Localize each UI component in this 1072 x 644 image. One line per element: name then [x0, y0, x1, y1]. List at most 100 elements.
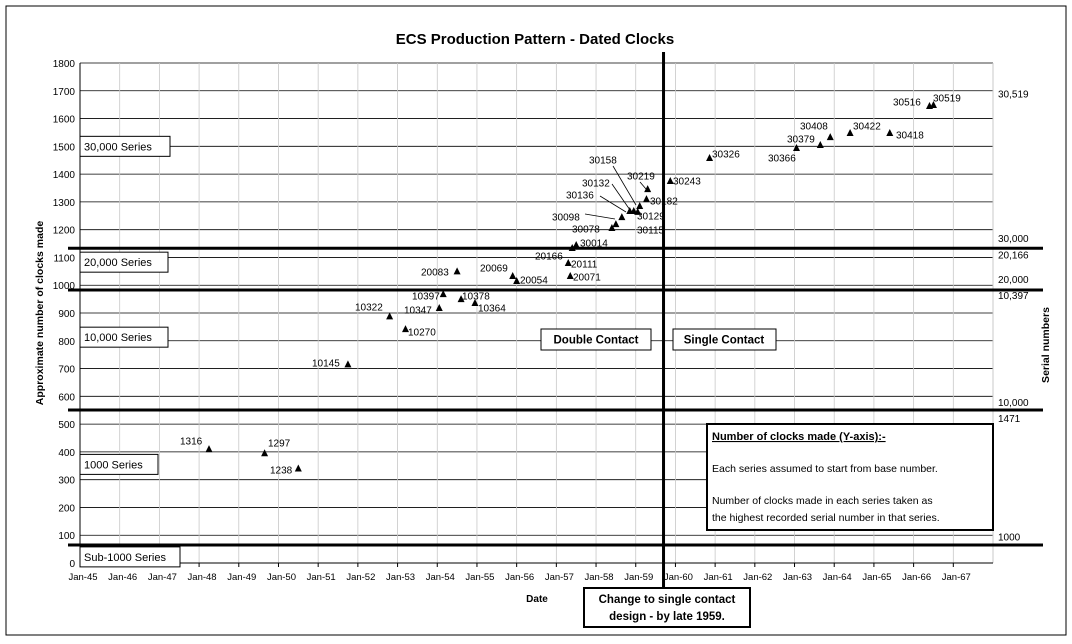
data-point-triangle	[439, 290, 447, 298]
data-point-triangle	[706, 154, 714, 161]
x-tick-label: Jan-53	[386, 572, 415, 583]
series-box	[79, 251, 169, 273]
note-box	[706, 423, 994, 531]
serial-number-label: 20,166	[998, 251, 1029, 262]
data-point-triangle	[453, 267, 461, 275]
data-point-label: 30243	[673, 177, 701, 188]
data-point-triangle	[568, 244, 576, 251]
data-point-triangle	[929, 100, 937, 108]
serial-number-label: 1000	[998, 533, 1021, 544]
serial-number-label: 1471	[998, 414, 1021, 425]
series-box-label: 20,000 Series	[84, 257, 152, 269]
data-point-triangle	[572, 240, 580, 248]
note-text: Each series assumed to start from base n…	[712, 463, 938, 475]
data-point-triangle	[618, 213, 626, 221]
data-point-triangle	[509, 272, 517, 280]
data-point-triangle	[636, 202, 644, 210]
data-point-triangle	[644, 185, 652, 193]
series-box	[79, 453, 159, 475]
x-tick-label: Jan-60	[664, 572, 693, 583]
data-point-label: 30078	[572, 225, 600, 236]
data-point-label: 30158	[589, 156, 617, 167]
x-tick-label: Jan-63	[783, 572, 812, 583]
data-point-triangle	[205, 445, 213, 453]
change-note-box	[583, 587, 751, 628]
leader-line	[612, 165, 637, 206]
x-tick-label: Jan-48	[188, 572, 217, 583]
data-point-label: 30115	[637, 226, 665, 237]
data-point-triangle	[471, 299, 479, 306]
series-box	[79, 135, 171, 157]
data-point-label: 30182	[650, 197, 678, 208]
change-note-text: design - by late 1959.	[609, 611, 725, 623]
data-point-label: 30014	[580, 239, 608, 250]
data-point-triangle	[642, 195, 650, 203]
x-tick-label: Jan-54	[426, 572, 455, 583]
data-point-label: 10347	[404, 306, 432, 317]
data-point-triangle	[566, 272, 574, 280]
data-point-triangle	[457, 295, 465, 303]
series-box	[79, 326, 169, 348]
y-tick-label: 400	[58, 448, 75, 459]
data-point-label: 30098	[552, 213, 580, 224]
data-point-triangle	[612, 220, 620, 228]
data-point-label: 1297	[268, 439, 291, 450]
data-point-triangle	[816, 140, 824, 148]
x-tick-label: Jan-52	[346, 572, 375, 583]
data-point-label: 30129	[637, 212, 665, 223]
data-point-triangle	[826, 133, 834, 141]
data-point-label: 20111	[571, 260, 598, 271]
data-point-label: 1316	[180, 437, 203, 448]
leader-line	[639, 181, 647, 190]
series-box	[79, 546, 181, 568]
leader-line	[611, 183, 631, 211]
x-tick-label: Jan-67	[942, 572, 971, 583]
y-tick-label: 1200	[53, 226, 76, 237]
y-tick-label: 1700	[53, 87, 76, 98]
x-tick-label: Jan-55	[465, 572, 494, 583]
series-box-label: 1000 Series	[84, 459, 143, 471]
x-tick-label: Jan-49	[227, 572, 256, 583]
leader-line	[599, 195, 627, 213]
series-box-label: 10,000 Series	[84, 332, 152, 344]
data-point-label: 30516	[893, 98, 921, 109]
data-point-triangle	[608, 224, 616, 231]
serial-number-label: 30,000	[998, 234, 1029, 245]
x-tick-label: Jan-46	[108, 572, 137, 583]
data-point-label: 10397	[412, 292, 440, 303]
y-tick-label: 900	[58, 309, 75, 320]
data-point-label: 10322	[355, 303, 383, 314]
y-tick-label: 800	[58, 337, 75, 348]
y-tick-label: 1800	[53, 59, 76, 70]
x-tick-label: Jan-65	[862, 572, 891, 583]
data-point-label: 30132	[582, 179, 610, 190]
y-tick-label: 200	[58, 503, 75, 514]
x-tick-label: Jan-61	[704, 572, 733, 583]
y-tick-label: 1000	[53, 281, 76, 292]
data-point-triangle	[402, 325, 410, 333]
data-point-label: 10364	[478, 304, 506, 315]
data-point-label: 30136	[566, 191, 594, 202]
x-tick-label: Jan-51	[307, 572, 336, 583]
note-title: Number of clocks made (Y-axis):-	[712, 431, 886, 443]
x-tick-label: Jan-50	[267, 572, 296, 583]
data-point-label: 10145	[312, 359, 340, 370]
y-tick-label: 700	[58, 365, 75, 376]
data-point-label: 30379	[787, 135, 815, 146]
data-point-label: 30366	[768, 154, 796, 165]
data-point-label: 20071	[573, 273, 601, 284]
x-tick-label: Jan-58	[585, 572, 614, 583]
data-point-label: 30326	[712, 150, 740, 161]
data-point-label: 20069	[480, 264, 508, 275]
data-point-label: 20166	[535, 252, 563, 263]
data-point-triangle	[386, 312, 394, 320]
data-point-triangle	[634, 207, 642, 215]
leader-line	[584, 213, 616, 220]
data-point-label: 30519	[933, 94, 961, 105]
chart-title: ECS Production Pattern - Dated Clocks	[396, 31, 674, 48]
y-tick-label: 600	[58, 392, 75, 403]
y2-axis-label: Serial numbers	[1040, 307, 1052, 383]
x-tick-label: Jan-56	[505, 572, 534, 583]
y-tick-label: 500	[58, 420, 75, 431]
data-point-triangle	[435, 304, 443, 311]
